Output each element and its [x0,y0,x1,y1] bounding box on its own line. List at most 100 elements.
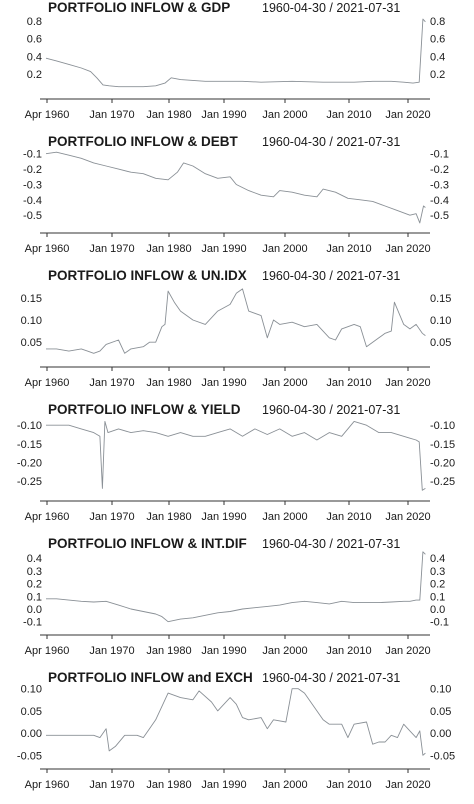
y-tick-label-left: 0.15 [21,293,42,305]
y-tick-label-left: 0.4 [27,51,42,63]
chart-panel-4: PORTFOLIO INFLOW & YIELD 1960-04-30 / 202… [17,402,455,523]
x-tick-label: Jan 2010 [326,243,371,255]
date-range-label: 1960-04-30 / 2021-07-31 [262,671,400,685]
y-tick-label-right: -0.1 [430,617,449,629]
x-tick-label: Jan 2020 [385,779,430,791]
chart-panel-6: PORTFOLIO INFLOW and EXCH 1960-04-30 / 20… [17,670,455,791]
chart-panel-3: PORTFOLIO INFLOW & UN.IDX 1960-04-30 / 20… [21,268,452,389]
date-range-label: 1960-04-30 / 2021-07-31 [262,403,400,417]
series-line [45,151,426,224]
chart-title: PORTFOLIO INFLOW & UN.IDX [48,268,247,283]
x-tick-label: Jan 1980 [146,645,191,657]
chart-panel-5: PORTFOLIO INFLOW & INT.DIF 1960-04-30 / 2… [23,536,449,657]
x-tick-label: Jan 1970 [89,377,134,389]
y-tick-label-right: -0.3 [430,179,449,191]
x-tick-label: Jan 1990 [201,109,246,121]
y-tick-label-left: -0.10 [17,420,42,432]
y-tick-label-right: -0.5 [430,210,449,222]
y-tick-label-left: -0.15 [17,439,42,451]
x-tick-label: Jan 2000 [262,511,307,523]
date-range-label: 1960-04-30 / 2021-07-31 [262,1,400,15]
series-line [46,288,426,354]
x-tick-label: Jan 1970 [89,511,134,523]
x-tick-label: Jan 1970 [89,109,134,121]
chart-title: PORTFOLIO INFLOW and EXCH [48,670,253,685]
y-tick-label-left: 0.10 [21,315,42,327]
y-tick-label-left: -0.2 [23,164,42,176]
y-tick-label-right: 0.10 [430,315,451,327]
y-tick-label-left: -0.20 [17,457,42,469]
x-tick-label: Jan 1980 [146,511,191,523]
x-tick-label: Jan 2000 [262,377,307,389]
x-tick-label: Jan 1970 [89,645,134,657]
chart-title: PORTFOLIO INFLOW & GDP [48,0,230,15]
y-tick-label-right: 0.2 [430,579,445,591]
series-line [45,18,426,88]
y-tick-label-right: 0.1 [430,591,445,603]
series-line [46,420,426,491]
x-tick-label: Jan 1990 [201,243,246,255]
y-tick-label-right: 0.4 [430,51,445,63]
x-tick-label: Jan 1970 [89,779,134,791]
y-tick-label-right: -0.1 [430,149,449,161]
x-tick-label: Jan 2000 [262,645,307,657]
y-tick-label-left: -0.1 [23,617,42,629]
y-tick-label-right: 0.05 [430,706,451,718]
series-line [46,688,426,756]
x-tick-label: Jan 1990 [201,511,246,523]
y-tick-label-right: 0.10 [430,684,451,696]
y-tick-label-left: 0.00 [21,728,42,740]
x-tick-label: Jan 2000 [262,109,307,121]
x-tick-label: Apr 1960 [25,511,70,523]
y-tick-label-left: 0.05 [21,337,42,349]
y-tick-label-right: -0.10 [430,420,455,432]
y-tick-label-left: 0.10 [21,684,42,696]
chart-title: PORTFOLIO INFLOW & DEBT [48,134,238,149]
x-tick-label: Jan 2010 [326,109,371,121]
y-tick-label-right: -0.15 [430,439,455,451]
y-tick-label-right: 0.0 [430,604,445,616]
x-tick-label: Jan 2000 [262,779,307,791]
chart-panel-1: PORTFOLIO INFLOW & GDP 1960-04-30 / 2021-… [25,0,446,121]
x-tick-label: Jan 1980 [146,377,191,389]
x-tick-label: Jan 1980 [146,779,191,791]
y-tick-label-right: 0.00 [430,728,451,740]
y-tick-label-right: 0.8 [430,16,445,28]
x-tick-label: Jan 2010 [326,645,371,657]
y-tick-label-left: -0.1 [23,149,42,161]
y-tick-label-right: 0.05 [430,337,451,349]
y-tick-label-right: 0.6 [430,34,445,46]
x-tick-label: Jan 2020 [385,511,430,523]
x-tick-label: Jan 2020 [385,243,430,255]
x-tick-label: Jan 2020 [385,109,430,121]
y-tick-label-right: 0.3 [430,566,445,578]
x-tick-label: Apr 1960 [25,243,70,255]
y-tick-label-left: 0.6 [27,34,42,46]
y-tick-label-right: -0.2 [430,164,449,176]
x-tick-label: Jan 2010 [326,377,371,389]
y-tick-label-right: -0.05 [430,750,455,762]
chart-panel-2: PORTFOLIO INFLOW & DEBT 1960-04-30 / 2021… [23,134,449,255]
x-tick-label: Jan 2020 [385,645,430,657]
chart-title: PORTFOLIO INFLOW & INT.DIF [48,536,247,551]
y-tick-label-right: -0.20 [430,457,455,469]
x-tick-label: Jan 1970 [89,243,134,255]
x-tick-label: Jan 1980 [146,243,191,255]
y-tick-label-left: -0.05 [17,750,42,762]
x-tick-label: Jan 2010 [326,779,371,791]
y-tick-label-left: 0.05 [21,706,42,718]
x-tick-label: Jan 1990 [201,377,246,389]
y-tick-label-left: 0.3 [27,566,42,578]
x-tick-label: Apr 1960 [25,779,70,791]
x-tick-label: Jan 2000 [262,243,307,255]
date-range-label: 1960-04-30 / 2021-07-31 [262,269,400,283]
x-tick-label: Jan 2020 [385,377,430,389]
y-tick-label-right: 0.15 [430,293,451,305]
y-tick-label-left: -0.25 [17,476,42,488]
x-tick-label: Apr 1960 [25,645,70,657]
chart-title: PORTFOLIO INFLOW & YIELD [48,402,241,417]
y-tick-label-right: 0.4 [430,553,445,565]
y-tick-label-right: -0.25 [430,476,455,488]
y-tick-label-left: -0.3 [23,179,42,191]
